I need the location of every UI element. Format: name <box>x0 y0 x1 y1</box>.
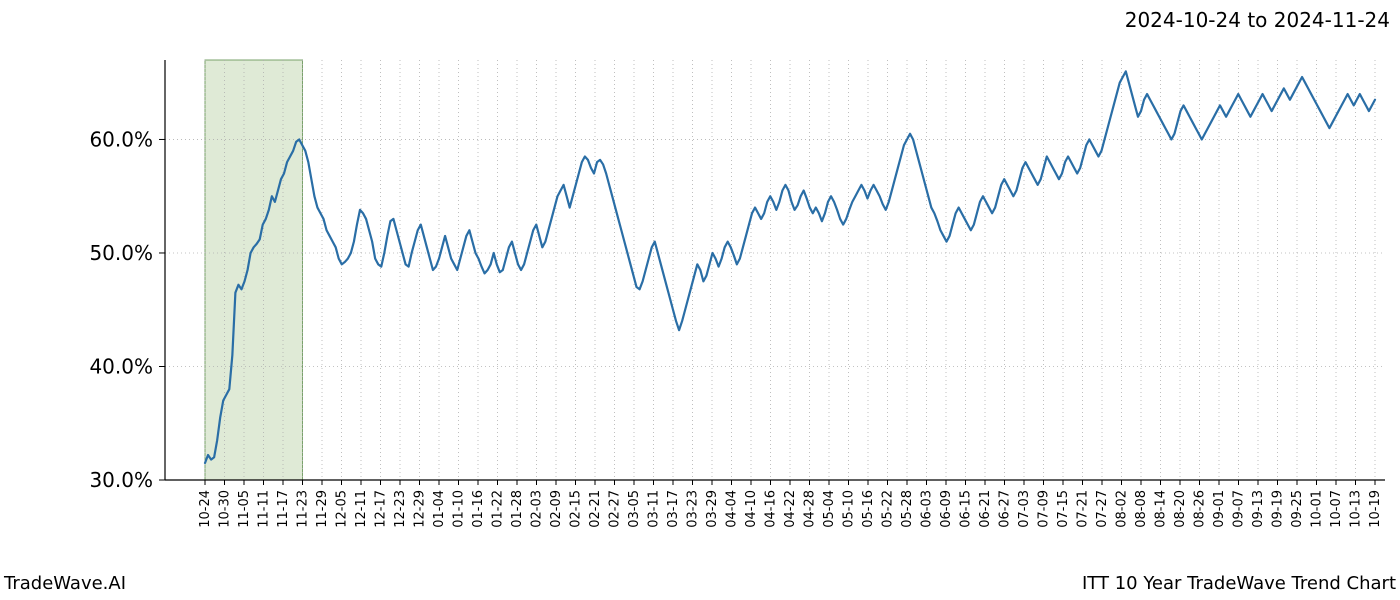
svg-text:10-30: 10-30 <box>218 490 233 528</box>
svg-text:01-16: 01-16 <box>471 490 486 528</box>
svg-text:10-01: 10-01 <box>1310 490 1325 528</box>
svg-text:40.0%: 40.0% <box>89 354 153 378</box>
svg-text:05-10: 05-10 <box>842 490 857 528</box>
svg-text:09-19: 09-19 <box>1271 490 1286 528</box>
svg-text:08-26: 08-26 <box>1193 490 1208 528</box>
svg-text:07-15: 07-15 <box>1056 490 1071 528</box>
svg-text:11-05: 11-05 <box>237 490 252 528</box>
svg-text:07-09: 07-09 <box>1037 490 1052 528</box>
svg-text:11-11: 11-11 <box>257 490 272 528</box>
svg-text:03-23: 03-23 <box>686 490 701 528</box>
svg-text:04-04: 04-04 <box>725 490 740 528</box>
svg-text:01-22: 01-22 <box>491 490 506 528</box>
svg-text:50.0%: 50.0% <box>89 241 153 265</box>
svg-text:04-28: 04-28 <box>803 490 818 528</box>
svg-text:10-07: 10-07 <box>1329 490 1344 528</box>
svg-text:10-19: 10-19 <box>1368 490 1383 528</box>
svg-text:30.0%: 30.0% <box>89 468 153 492</box>
svg-text:05-22: 05-22 <box>881 490 896 528</box>
svg-text:05-16: 05-16 <box>861 490 876 528</box>
svg-text:03-17: 03-17 <box>666 490 681 528</box>
svg-text:04-10: 04-10 <box>744 490 759 528</box>
svg-text:01-10: 01-10 <box>452 490 467 528</box>
svg-text:07-03: 07-03 <box>1017 490 1032 528</box>
footer-chart-title: ITT 10 Year TradeWave Trend Chart <box>1082 573 1396 594</box>
svg-text:03-05: 03-05 <box>627 490 642 528</box>
svg-text:08-14: 08-14 <box>1154 490 1169 528</box>
svg-text:05-28: 05-28 <box>900 490 915 528</box>
svg-text:04-16: 04-16 <box>764 490 779 528</box>
svg-text:08-20: 08-20 <box>1173 490 1188 528</box>
svg-text:12-05: 12-05 <box>335 490 350 528</box>
svg-text:09-01: 09-01 <box>1212 490 1227 528</box>
svg-text:03-11: 03-11 <box>647 490 662 528</box>
svg-text:10-13: 10-13 <box>1349 490 1364 528</box>
svg-text:03-29: 03-29 <box>705 490 720 528</box>
svg-text:04-22: 04-22 <box>783 490 798 528</box>
svg-text:12-11: 12-11 <box>354 490 369 528</box>
svg-text:09-07: 09-07 <box>1232 490 1247 528</box>
svg-text:12-29: 12-29 <box>413 490 428 528</box>
svg-text:08-08: 08-08 <box>1134 490 1149 528</box>
trend-chart: 30.0% 40.0% 50.0% 60.0% 10-24 10-30 11-05 11-11… <box>0 0 1400 600</box>
svg-text:09-25: 09-25 <box>1290 490 1305 528</box>
svg-text:06-21: 06-21 <box>978 490 993 528</box>
svg-text:12-23: 12-23 <box>393 490 408 528</box>
svg-text:12-17: 12-17 <box>374 490 389 528</box>
svg-text:02-15: 02-15 <box>569 490 584 528</box>
svg-text:07-21: 07-21 <box>1076 490 1091 528</box>
svg-text:02-03: 02-03 <box>530 490 545 528</box>
footer-brand: TradeWave.AI <box>4 573 126 594</box>
svg-text:05-04: 05-04 <box>822 490 837 528</box>
svg-text:60.0%: 60.0% <box>89 127 153 151</box>
svg-text:01-28: 01-28 <box>510 490 525 528</box>
svg-text:02-21: 02-21 <box>588 490 603 528</box>
svg-text:02-27: 02-27 <box>608 490 623 528</box>
svg-text:01-04: 01-04 <box>432 490 447 528</box>
svg-text:07-27: 07-27 <box>1095 490 1110 528</box>
svg-text:02-09: 02-09 <box>549 490 564 528</box>
svg-text:11-23: 11-23 <box>296 490 311 528</box>
svg-text:09-13: 09-13 <box>1251 490 1266 528</box>
svg-text:06-09: 06-09 <box>939 490 954 528</box>
svg-text:08-02: 08-02 <box>1115 490 1130 528</box>
svg-text:06-27: 06-27 <box>998 490 1013 528</box>
svg-text:11-29: 11-29 <box>315 490 330 528</box>
svg-text:06-15: 06-15 <box>959 490 974 528</box>
svg-text:06-03: 06-03 <box>920 490 935 528</box>
svg-text:11-17: 11-17 <box>276 490 291 528</box>
svg-text:10-24: 10-24 <box>198 490 213 528</box>
